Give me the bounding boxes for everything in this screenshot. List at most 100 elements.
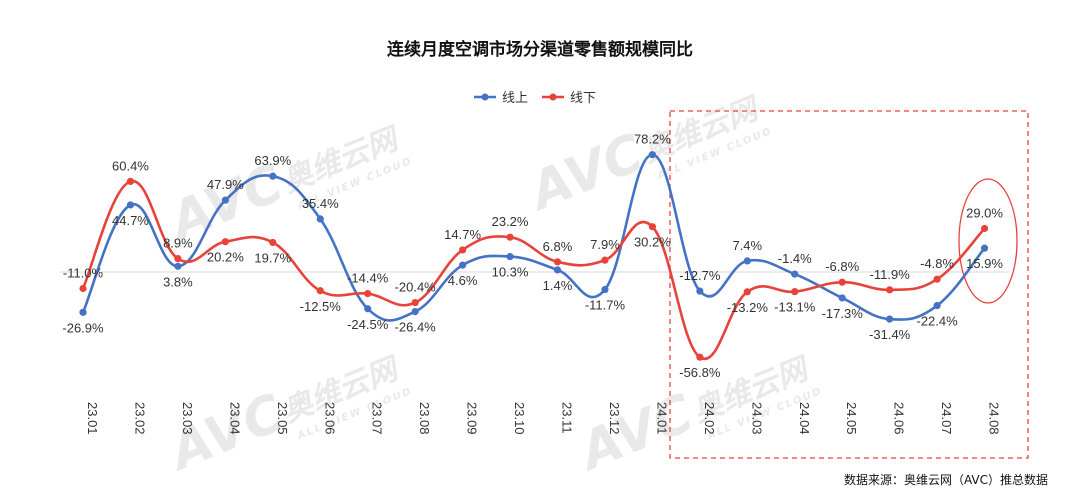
point-online [980, 244, 989, 252]
x-tick-label: 24.08 [987, 402, 1002, 435]
point-offline [980, 224, 989, 233]
data-label-offline: 8.9% [163, 236, 193, 251]
data-label-online: 4.6% [448, 273, 478, 288]
data-label-online: -26.4% [395, 320, 437, 335]
circled-point [958, 178, 1018, 304]
point-online [506, 252, 514, 261]
data-label-offline: 19.7% [254, 250, 291, 265]
point-online [791, 270, 799, 278]
legend-label: 线下 [570, 91, 596, 106]
x-tick-label: 23.06 [322, 402, 337, 435]
point-offline [601, 256, 609, 264]
data-label-offline: 60.4% [112, 158, 149, 173]
point-offline [79, 284, 87, 293]
point-online [269, 172, 277, 180]
point-online [221, 196, 229, 204]
point-online [411, 308, 419, 316]
x-tick-label: 23.03 [180, 402, 195, 435]
point-offline [648, 223, 657, 231]
highlight-box [669, 110, 1029, 459]
x-tick-label: 24.07 [939, 402, 954, 435]
data-labels: -26.9% -11.0% 44.7% 60.4% 3.8% 8.9% 47.9% 20.2%… [62, 132, 1003, 381]
point-online [743, 257, 751, 265]
data-label-online: -1.4% [778, 251, 812, 266]
data-label-offline: -6.8% [825, 259, 859, 274]
watermark-logo: AVC [569, 383, 702, 483]
data-label-online: -22.4% [916, 314, 958, 329]
source-note: 数据来源：奥维云网（AVC）推总数据 [844, 472, 1048, 487]
data-label-offline: -4.8% [920, 256, 954, 271]
point-online [933, 302, 941, 310]
x-tick-label: 23.08 [417, 402, 432, 435]
data-label-offline: -11.9% [870, 267, 911, 282]
point-online [696, 287, 704, 295]
point-online [316, 215, 324, 223]
point-offline [174, 255, 182, 263]
x-tick-label: 23.01 [85, 402, 100, 435]
data-label-offline: -11.0% [63, 266, 104, 281]
legend: 线上 线下 [474, 91, 596, 106]
point-online [364, 305, 372, 313]
data-label-online: 47.9% [207, 177, 244, 192]
data-label-offline: 30.2% [634, 235, 671, 250]
data-label-online: 1.4% [543, 278, 573, 293]
point-offline [838, 278, 846, 286]
point-offline [553, 258, 562, 266]
data-label-offline: -20.4% [395, 280, 437, 295]
data-label-online: 63.9% [254, 153, 291, 168]
data-label-online: -11.7% [585, 298, 626, 313]
data-label-offline: 20.2% [207, 250, 244, 265]
watermark-logo: AVC [159, 383, 292, 483]
data-label-online: 15.9% [966, 256, 1003, 271]
legend-swatch-marker [481, 93, 489, 101]
point-offline [506, 233, 514, 241]
x-tick-label: 23.10 [512, 402, 527, 435]
point-online [838, 294, 846, 302]
point-offline [221, 238, 229, 246]
point-offline [696, 353, 704, 361]
point-offline [364, 290, 372, 298]
data-label-online: 35.4% [302, 196, 339, 211]
point-online [459, 261, 467, 269]
point-online [126, 201, 135, 209]
data-label-offline: -13.1% [774, 300, 816, 315]
point-offline [933, 275, 941, 283]
data-label-offline: 14.7% [444, 227, 481, 242]
data-label-offline: -14.4% [347, 271, 389, 286]
x-tick-label: 23.11 [560, 402, 575, 434]
point-online [174, 262, 182, 270]
data-label-online: -26.9% [62, 320, 104, 335]
chart-title: 连续月度空调市场分渠道零售额规模同比 [387, 39, 693, 60]
point-online [886, 315, 894, 323]
legend-label: 线上 [502, 91, 528, 106]
data-label-online: 10.3% [492, 265, 529, 280]
series-line-online [81, 153, 986, 322]
point-offline [126, 177, 135, 185]
x-tick-label: 23.02 [132, 402, 147, 435]
data-label-offline: 23.2% [492, 214, 529, 229]
data-label-online: 7.4% [732, 238, 762, 253]
x-tick-label: 24.02 [702, 402, 717, 435]
x-tick-label: 23.04 [227, 402, 242, 435]
series-points [79, 151, 989, 361]
x-tick-label: 24.05 [844, 402, 859, 435]
data-label-online: -17.3% [822, 306, 864, 321]
x-tick-label: 23.05 [275, 402, 290, 435]
data-label-online: -31.4% [869, 327, 911, 342]
data-label-offline: 29.0% [966, 206, 1003, 221]
x-tick-label: 23.12 [607, 402, 622, 435]
point-offline [459, 246, 467, 254]
data-label-online: 78.2% [634, 132, 671, 147]
series-line-offline [81, 180, 986, 361]
data-label-offline: -12.5% [300, 299, 342, 314]
x-tick-label: 24.01 [654, 402, 669, 435]
x-tick-label: 23.09 [465, 402, 480, 435]
point-offline [269, 238, 277, 247]
point-offline [743, 288, 751, 296]
watermark-logo: AVC [519, 123, 652, 223]
point-online [648, 151, 657, 159]
point-offline [886, 286, 894, 294]
point-online [553, 266, 562, 274]
